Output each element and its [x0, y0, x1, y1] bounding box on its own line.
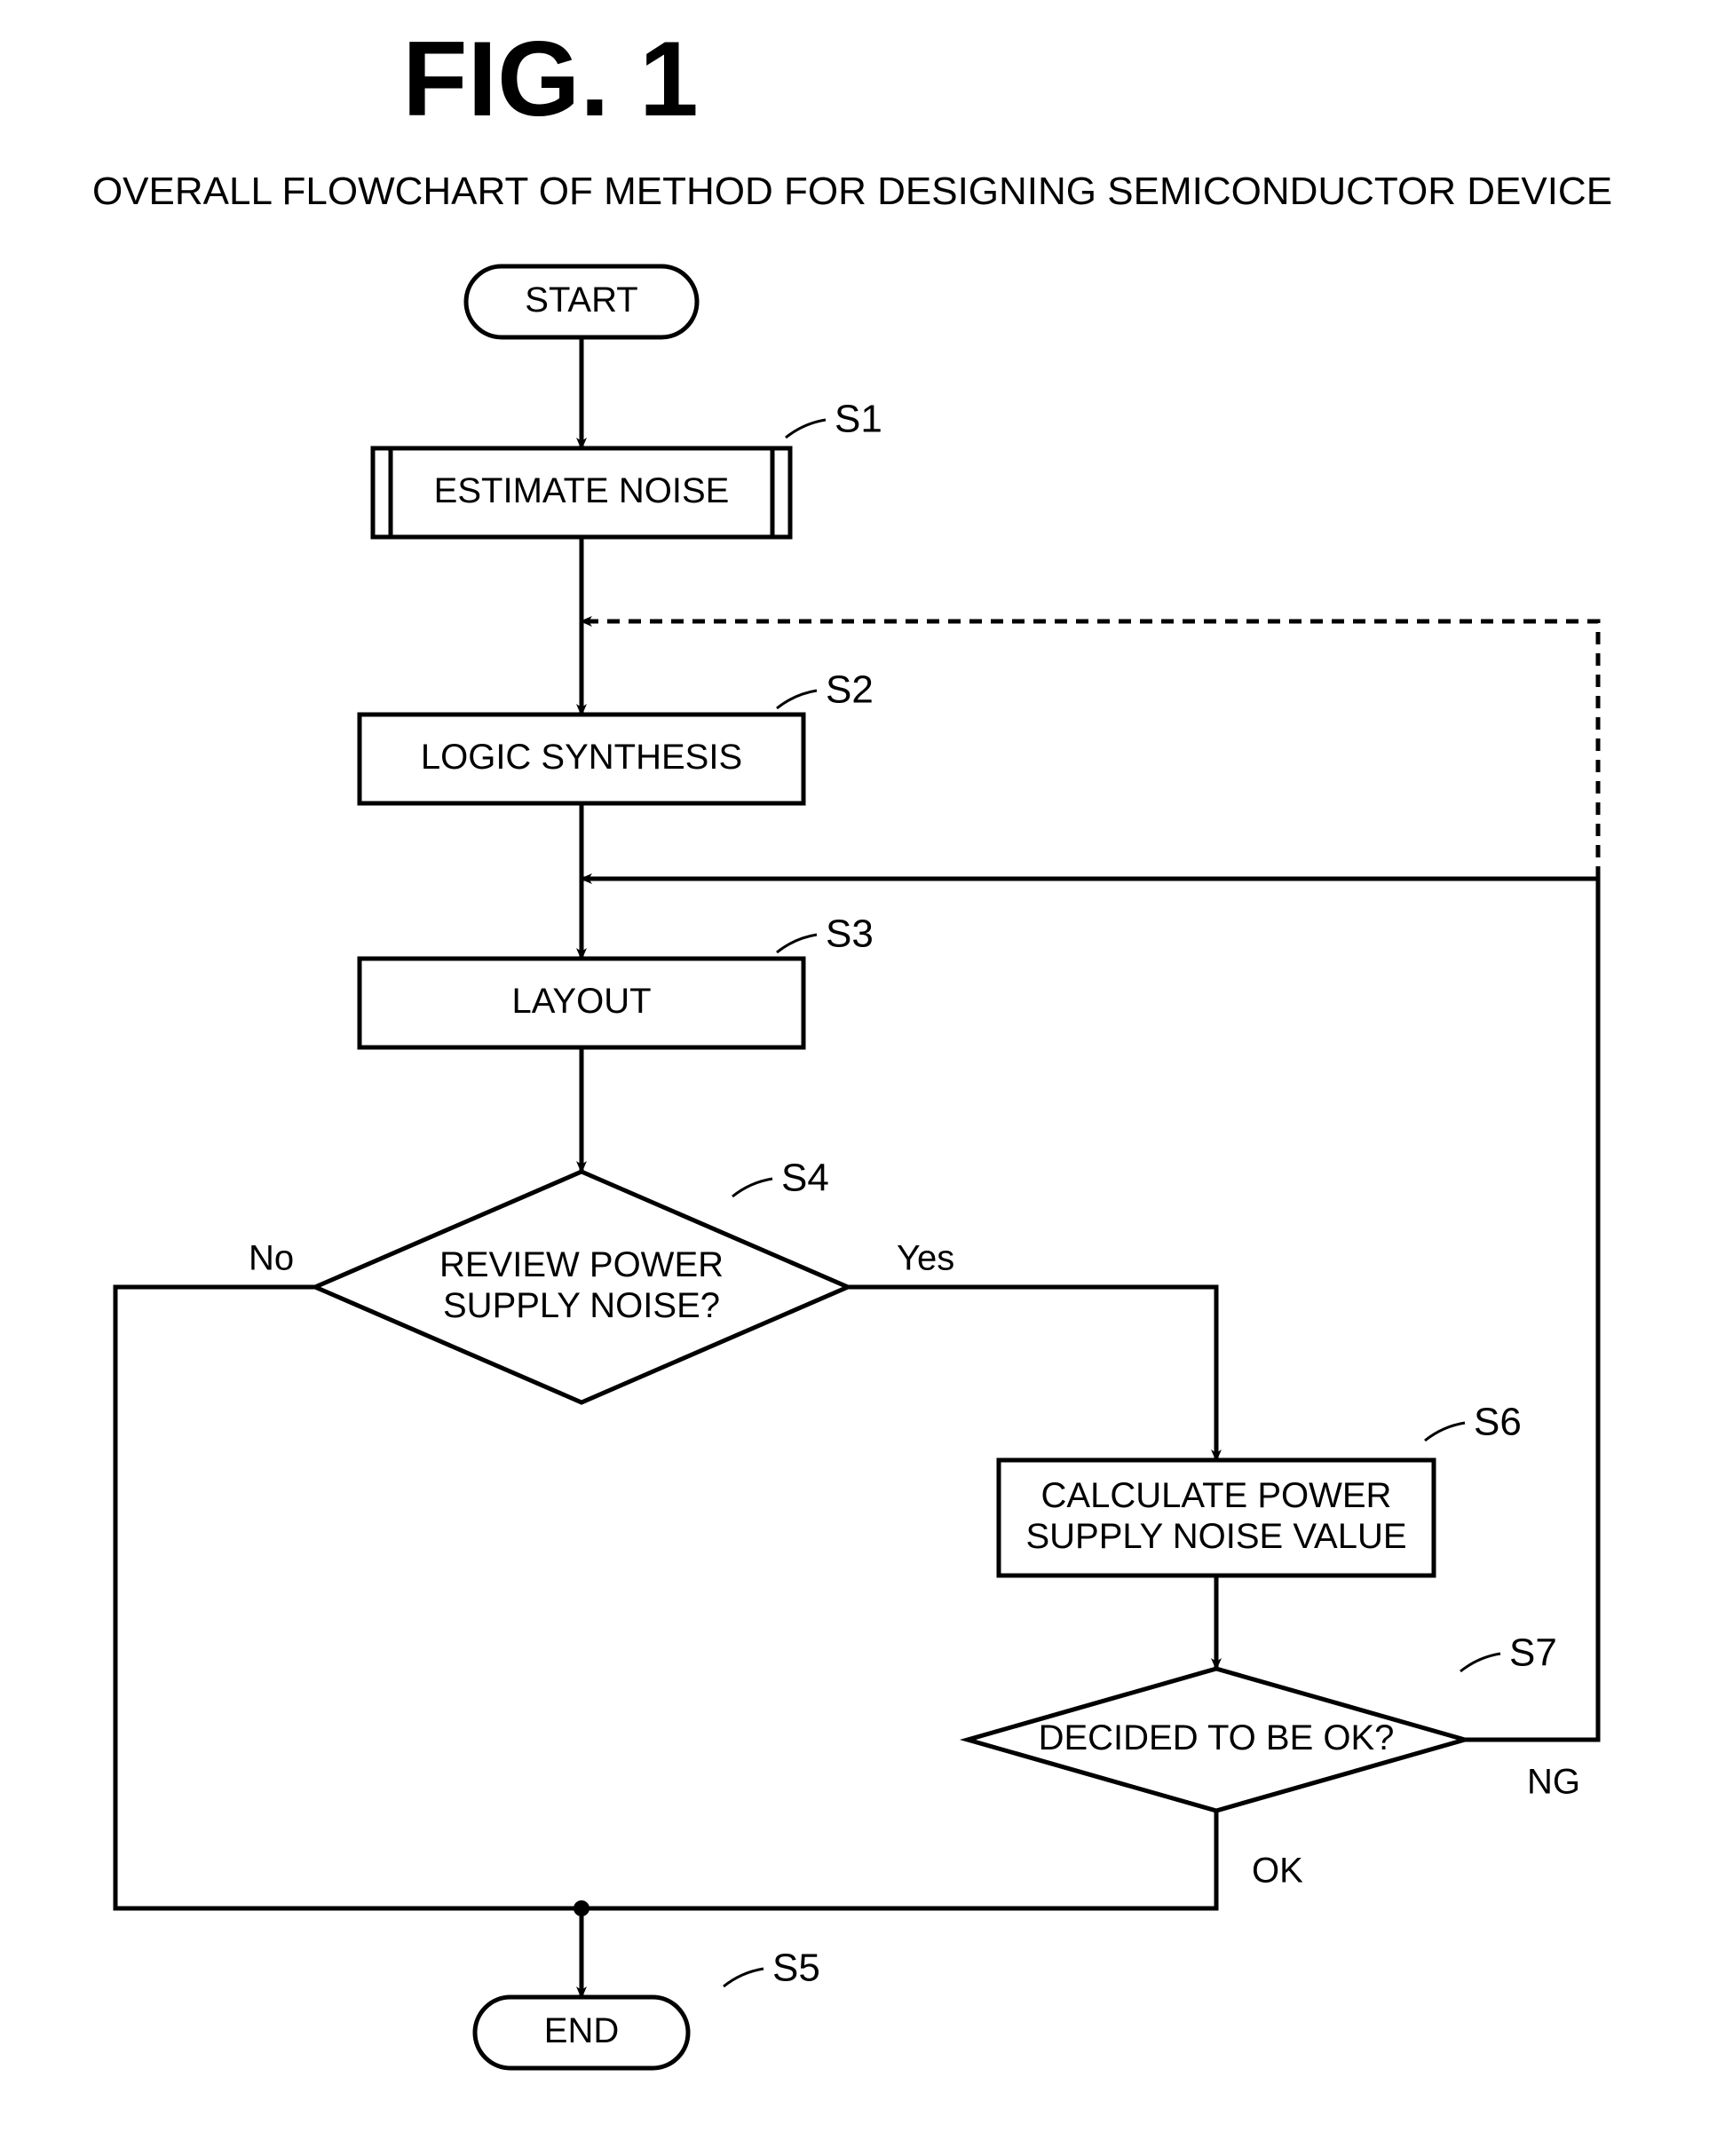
step-leader-s3: [777, 935, 817, 952]
node-start-label: START: [525, 280, 637, 320]
figure-subtitle: OVERALL FLOWCHART OF METHOD FOR DESIGNIN…: [92, 170, 1612, 213]
edge-7: [582, 1811, 1216, 1908]
step-label-s3: S3: [826, 912, 874, 956]
node-s3-label: LAYOUT: [511, 982, 651, 1021]
edge-label-7: OK: [1252, 1852, 1303, 1891]
step-leader-s2: [777, 691, 817, 708]
edge-label-8: NG: [1527, 1763, 1580, 1802]
step-label-s7: S7: [1509, 1631, 1557, 1675]
step-leader-end: [724, 1969, 764, 1986]
step-leader-s1: [786, 420, 826, 438]
edge-label-5: No: [249, 1239, 294, 1278]
node-s7-label: DECIDED TO BE OK?: [1039, 1718, 1395, 1757]
step-label-s1: S1: [835, 398, 882, 441]
figure-title: FIG. 1: [402, 20, 698, 138]
node-s2-label: LOGIC SYNTHESIS: [421, 738, 742, 777]
node-s1-label: ESTIMATE NOISE: [434, 471, 730, 510]
step-label-s2: S2: [826, 668, 874, 712]
edge-5: [115, 1287, 582, 1908]
junction-dot: [574, 1900, 589, 1916]
step-leader-s6: [1425, 1423, 1465, 1441]
edge-label-4: Yes: [897, 1239, 954, 1278]
step-leader-s7: [1460, 1654, 1500, 1671]
step-label-s4: S4: [781, 1157, 829, 1200]
step-leader-s4: [732, 1179, 772, 1196]
edge-4: [848, 1287, 1216, 1460]
step-label-end: S5: [772, 1947, 820, 1990]
node-end-label: END: [544, 2011, 619, 2050]
step-label-s6: S6: [1474, 1401, 1522, 1444]
